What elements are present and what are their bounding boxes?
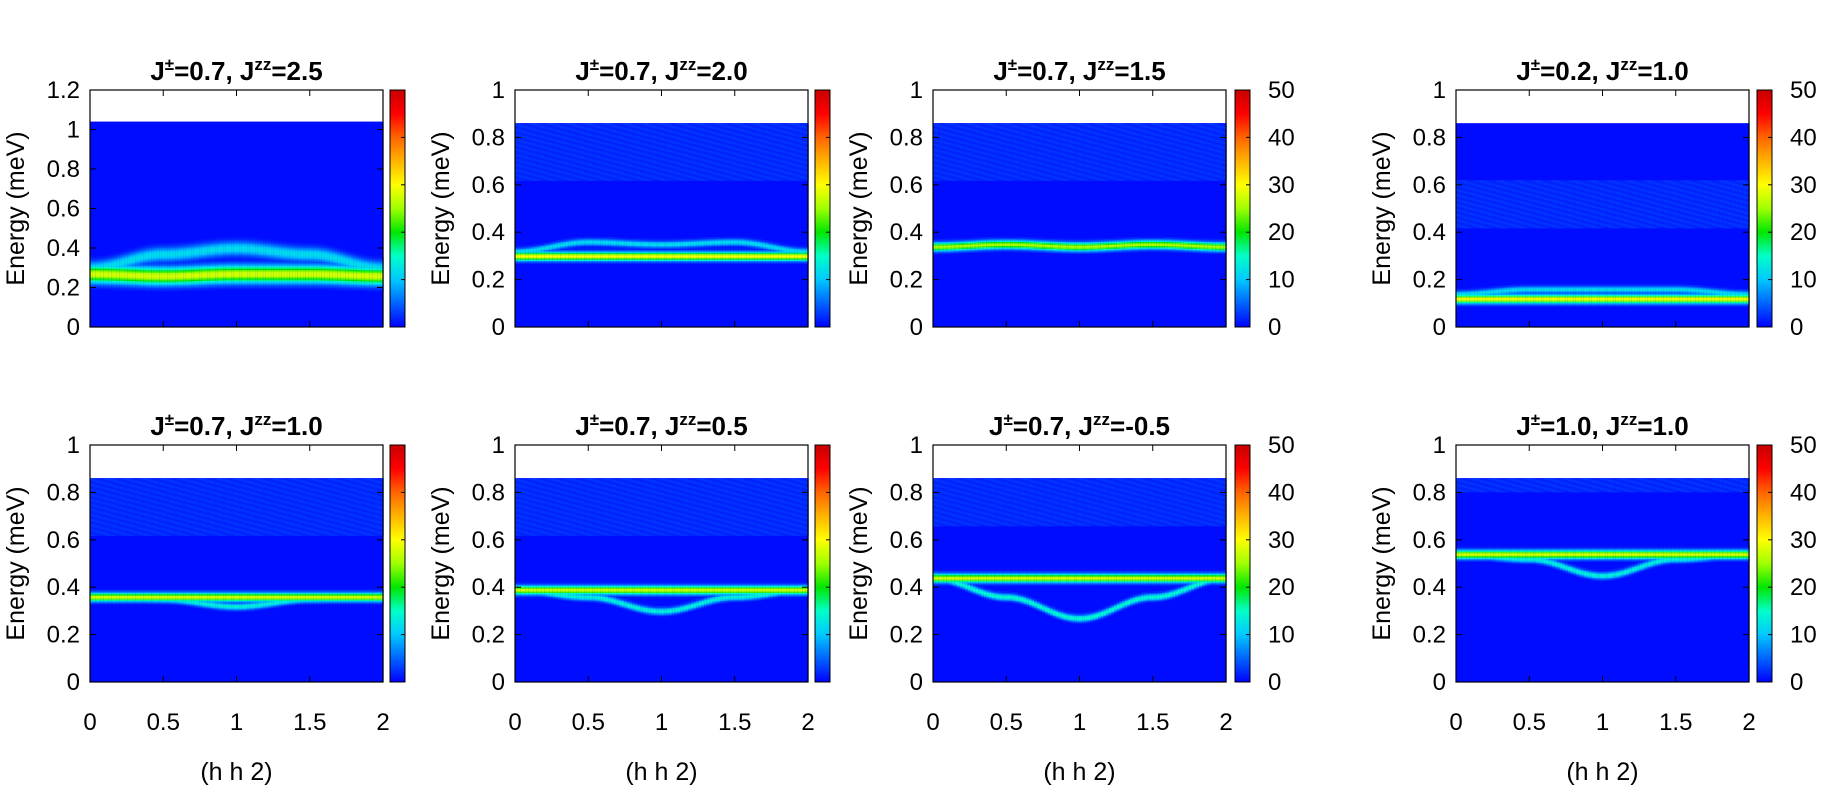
heatmap [90, 122, 384, 327]
figure: 00.20.40.60.811.2Energy (meV)J±=0.7, Jzz… [0, 0, 1838, 806]
